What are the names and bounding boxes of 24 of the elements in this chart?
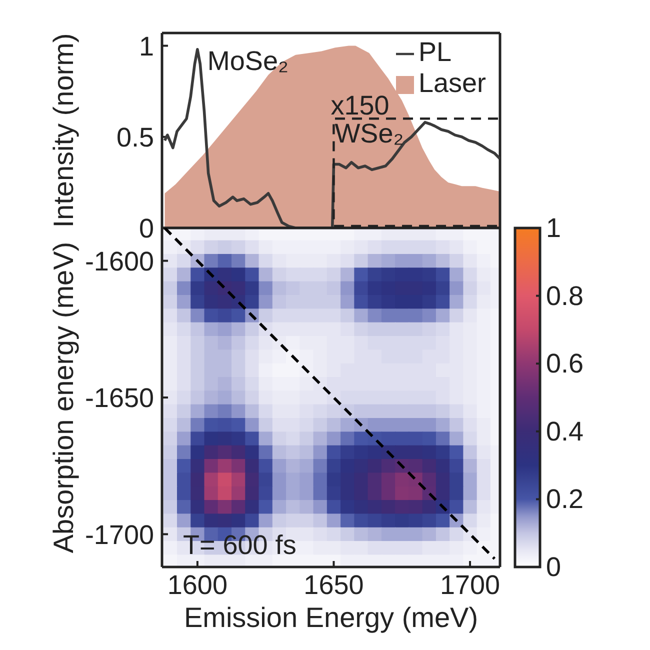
x-tick-label: 1700 [440, 570, 500, 600]
y-axis-title: Intensity (norm) [48, 33, 78, 228]
y-tick-label: -1600 [84, 246, 154, 276]
color-bar-label: 0.2 [546, 484, 584, 514]
color-bar-label: 0.8 [546, 280, 584, 311]
x-tick-label: 1650 [304, 570, 364, 600]
y-axis-title: Absorption energy (meV) [48, 242, 78, 554]
annotation: WSe₂ [334, 118, 404, 149]
y-tick-label: -1650 [84, 383, 154, 414]
annotation: x150 [330, 90, 390, 121]
x-axis-title: Emission Energy (meV) [184, 602, 478, 632]
color-bar-label: 0.6 [546, 348, 584, 379]
color-bar-label: 0 [546, 552, 562, 582]
y-tick-label: 1 [138, 31, 154, 62]
legend-label: Laser [418, 68, 486, 98]
legend-label: PL [418, 37, 452, 67]
color-bar-label: 1 [546, 213, 562, 243]
y-tick-label: 0.5 [116, 122, 154, 152]
color-bar-label: 0.4 [546, 416, 584, 446]
x-tick-label: 1600 [167, 570, 228, 600]
y-tick-label: -1700 [84, 520, 154, 550]
y-tick-label: 0 [138, 214, 154, 244]
annotation: MoSe₂ [207, 46, 288, 76]
annotation: T= 600 fs [183, 530, 296, 560]
